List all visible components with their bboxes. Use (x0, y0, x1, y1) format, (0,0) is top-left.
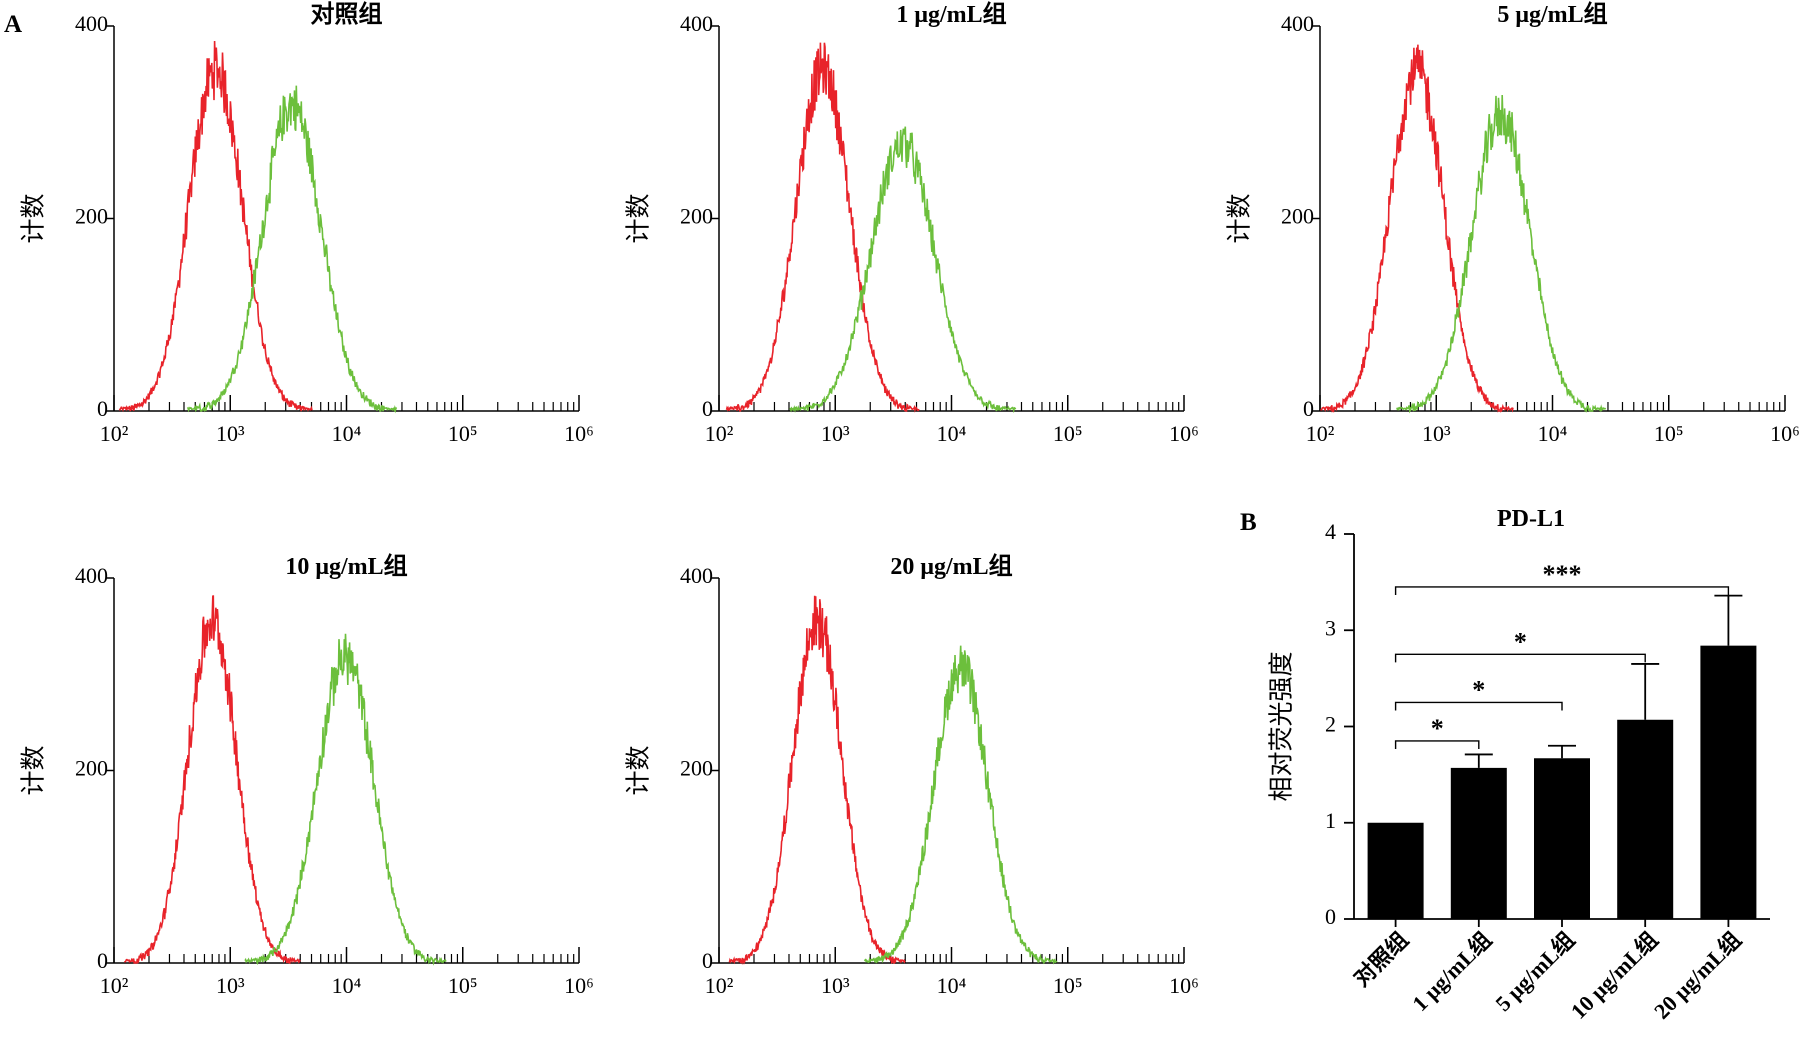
panel-b-label: B (1240, 509, 1257, 536)
isotype-histogram-trace (1319, 44, 1514, 413)
x-tick-label: 10³ (216, 421, 245, 446)
y-axis-label: 计数 (1226, 193, 1254, 243)
panel-title: 5 μg/mL组 (1497, 1, 1607, 28)
pdl1-histogram-trace (186, 85, 398, 414)
category-label: 对照组 (1349, 927, 1413, 991)
y-tick-label: 200 (680, 756, 713, 781)
y-tick-label: 200 (75, 204, 108, 229)
x-tick-label: 10³ (821, 421, 850, 446)
x-tick-label: 10² (100, 421, 129, 446)
bar (1617, 719, 1674, 919)
x-tick-label: 10³ (216, 973, 245, 998)
category-label: 20 μg/mL组 (1649, 927, 1746, 1024)
x-tick-label: 10⁵ (448, 973, 478, 998)
isotype-histogram-trace (123, 595, 301, 965)
x-tick-label: 10⁴ (332, 973, 362, 998)
y-tick-label: 0 (97, 948, 108, 973)
significance-label: * (1514, 627, 1527, 656)
x-tick-label: 10² (705, 973, 734, 998)
x-tick-label: 10⁵ (1053, 421, 1083, 446)
y-tick-label: 200 (75, 756, 108, 781)
significance-bracket (1394, 653, 1646, 663)
y-tick-label: 3 (1325, 615, 1336, 640)
significance-label: * (1472, 675, 1485, 704)
y-tick-label: 200 (680, 204, 713, 229)
y-tick-label: 200 (1281, 204, 1314, 229)
x-tick-label: 10⁶ (1169, 973, 1199, 998)
category-label: 10 μg/mL组 (1566, 927, 1663, 1024)
bar (1450, 767, 1507, 919)
panel-title: 10 μg/mL组 (285, 553, 407, 580)
y-tick-label: 2 (1325, 712, 1336, 737)
y-axis-label: 相对荧光强度 (1268, 651, 1296, 801)
significance-bracket (1394, 701, 1563, 711)
y-axis-label: 计数 (20, 193, 48, 243)
x-tick-label: 10⁴ (1538, 421, 1568, 446)
panel-title: 1 μg/mL组 (896, 1, 1006, 28)
x-tick-label: 10⁴ (332, 421, 362, 446)
significance-label: * (1431, 714, 1444, 743)
x-tick-label: 10⁶ (1169, 421, 1199, 446)
y-axis-label: 计数 (625, 745, 653, 795)
x-tick-label: 10⁴ (937, 973, 967, 998)
x-tick-label: 10⁵ (1654, 421, 1684, 446)
isotype-histogram-trace (725, 42, 920, 413)
isotype-histogram-trace (118, 40, 313, 413)
pdl1-histogram-trace (1396, 94, 1607, 414)
y-axis-label: 计数 (625, 193, 653, 243)
bar-chart-title: PD-L1 (1497, 506, 1565, 532)
y-tick-label: 400 (1281, 11, 1314, 36)
y-tick-label: 400 (680, 11, 713, 36)
x-tick-label: 10² (705, 421, 734, 446)
y-tick-label: 0 (1325, 904, 1336, 929)
significance-bracket (1394, 586, 1730, 595)
x-tick-label: 10⁵ (1053, 973, 1083, 998)
x-tick-label: 10³ (1422, 421, 1451, 446)
bar (1700, 645, 1757, 919)
panel-title: 对照组 (311, 1, 383, 28)
pdl1-histogram-trace (789, 126, 1017, 414)
x-tick-label: 10⁶ (564, 973, 594, 998)
x-tick-label: 10⁶ (564, 421, 594, 446)
y-tick-label: 4 (1325, 519, 1336, 544)
x-tick-label: 10⁴ (937, 421, 967, 446)
y-tick-label: 1 (1325, 808, 1336, 833)
panel-title: 20 μg/mL组 (890, 553, 1012, 580)
significance-bracket (1394, 740, 1480, 749)
isotype-histogram-trace (728, 595, 906, 966)
y-tick-label: 0 (97, 396, 108, 421)
panel-a-label: A (4, 11, 22, 38)
x-tick-label: 10² (100, 973, 129, 998)
x-tick-label: 10⁶ (1770, 421, 1800, 446)
x-tick-label: 10⁵ (448, 421, 478, 446)
pdl1-histogram-trace (244, 633, 447, 966)
significance-label: *** (1543, 560, 1582, 589)
category-label: 5 μg/mL组 (1490, 927, 1579, 1016)
category-label: 1 μg/mL组 (1407, 927, 1496, 1016)
y-tick-label: 400 (75, 11, 108, 36)
y-tick-label: 0 (702, 948, 713, 973)
y-tick-label: 0 (702, 396, 713, 421)
y-tick-label: 400 (680, 563, 713, 588)
pdl1-histogram-trace (863, 645, 1058, 965)
y-axis-label: 计数 (20, 745, 48, 795)
x-tick-label: 10³ (821, 973, 850, 998)
y-tick-label: 0 (1303, 396, 1314, 421)
bar (1534, 758, 1590, 919)
y-tick-label: 400 (75, 563, 108, 588)
x-tick-label: 10² (1306, 421, 1335, 446)
bar (1367, 822, 1424, 919)
